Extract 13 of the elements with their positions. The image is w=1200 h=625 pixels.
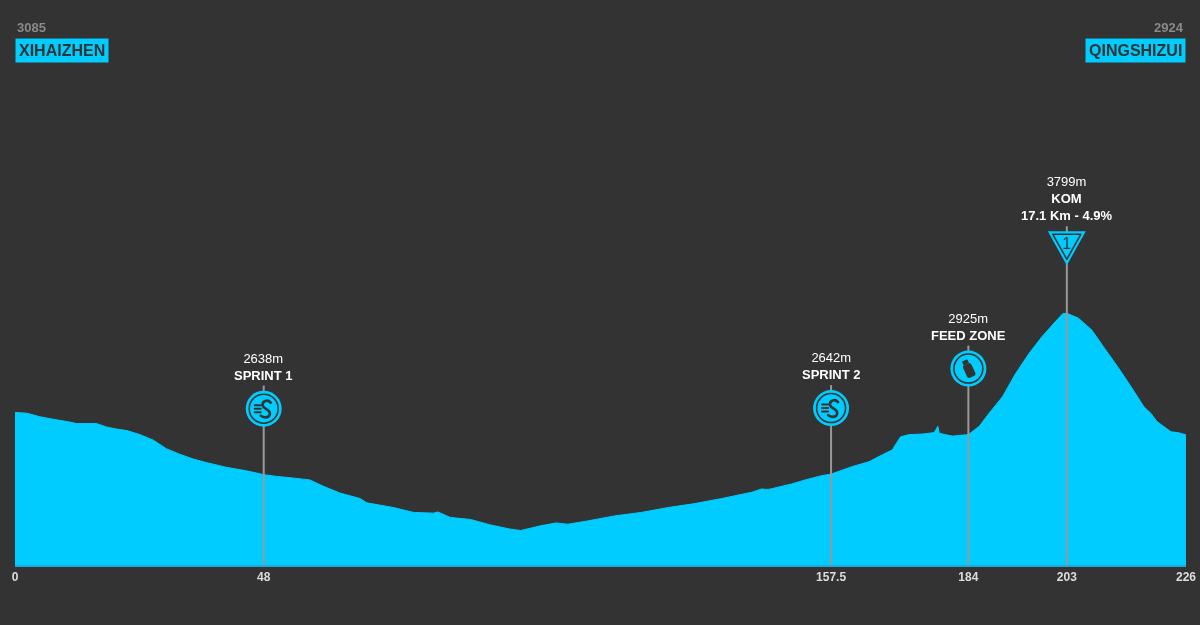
text: 1 <box>1062 234 1072 252</box>
ref-line-label: 3799m KOM 17.1 Km - 4.9% <box>1021 174 1113 223</box>
text: 2924 QINGSHIZUI <box>1089 20 1184 59</box>
x-tick-label: 0 <box>11 570 19 585</box>
x-tick-label: 203 <box>1056 570 1078 585</box>
ref-line-label: 2642m SPRINT 2 <box>802 350 861 382</box>
x-tick-label: 184 <box>958 570 979 585</box>
x-tick-label: 157.5 <box>816 570 847 585</box>
ref-line-label: 2638m SPRINT 1 <box>234 351 293 383</box>
x-tick-label: 226 <box>1175 570 1197 585</box>
ref-line-label: 2925m FEED ZONE <box>931 311 1006 343</box>
x-tick-label: 48 <box>257 570 271 585</box>
text: 3085 XIHAIZHEN <box>17 20 106 59</box>
